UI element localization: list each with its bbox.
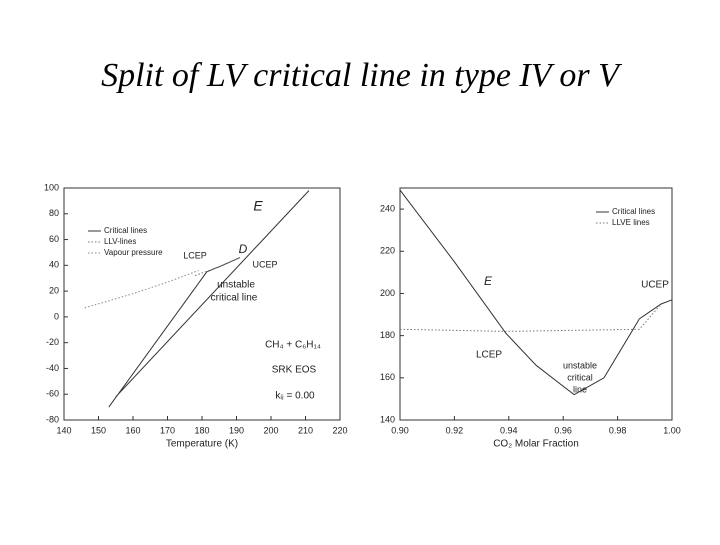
- y-tick-label: -80: [46, 414, 59, 424]
- x-axis-label: Temperature (K): [166, 439, 238, 450]
- y-tick-label: 180: [380, 330, 395, 340]
- annotation: line: [573, 384, 587, 394]
- annotation: LCEP: [183, 250, 207, 260]
- annotation: critical line: [211, 293, 258, 304]
- series-line: [399, 189, 673, 396]
- x-tick-label: 150: [91, 425, 106, 435]
- slide-title: Split of LV critical line in type IV or …: [101, 57, 623, 94]
- y-tick-label: 80: [49, 208, 59, 218]
- y-tick-label: 160: [380, 372, 395, 382]
- annotation: D: [239, 242, 248, 256]
- x-tick-label: 210: [298, 425, 313, 435]
- series-line: [194, 257, 241, 277]
- annotation: LCEP: [476, 350, 502, 361]
- annotation: E: [253, 198, 263, 214]
- y-tick-label: -60: [46, 389, 59, 399]
- x-tick-label: 1.00: [663, 425, 681, 435]
- y-tick-label: 60: [49, 234, 59, 244]
- annotation: unstable: [217, 280, 255, 291]
- annotation: CH₄ + C₆H₁₄: [265, 340, 321, 351]
- x-tick-label: 220: [332, 425, 347, 435]
- y-tick-label: 220: [380, 246, 395, 256]
- x-tick-label: 0.98: [609, 425, 627, 435]
- annotation: SRK EOS: [272, 365, 317, 376]
- annotation: critical: [567, 372, 593, 382]
- legend-label: Vapour pressure: [104, 248, 163, 257]
- y-tick-label: 40: [49, 260, 59, 270]
- x-tick-label: 140: [56, 425, 71, 435]
- plot-frame: [399, 187, 673, 421]
- x-tick-label: 170: [160, 425, 175, 435]
- plot-frame: [63, 187, 341, 421]
- annotation: kᵢⱼ = 0.00: [275, 391, 315, 402]
- y-tick-label: 240: [380, 203, 395, 213]
- series-line: [84, 270, 199, 309]
- x-tick-label: 0.90: [391, 425, 409, 435]
- x-axis-label: CO₂ Molar Fraction: [493, 439, 579, 450]
- y-tick-label: 200: [380, 288, 395, 298]
- x-tick-label: 200: [263, 425, 278, 435]
- x-tick-label: 0.92: [446, 425, 464, 435]
- y-tick-label: -20: [46, 337, 59, 347]
- annotation: UCEP: [252, 259, 277, 269]
- legend-label: Critical lines: [612, 207, 655, 216]
- legend-label: LLV-lines: [104, 237, 136, 246]
- annotation: UCEP: [641, 280, 669, 291]
- y-tick-label: 100: [44, 182, 59, 192]
- x-tick-label: 180: [194, 425, 209, 435]
- y-tick-label: -40: [46, 363, 59, 373]
- y-tick-label: 0: [54, 311, 59, 321]
- annotation: E: [484, 274, 493, 288]
- x-tick-label: 160: [125, 425, 140, 435]
- legend-label: Critical lines: [104, 226, 147, 235]
- x-tick-label: 0.96: [554, 425, 572, 435]
- x-tick-label: 190: [229, 425, 244, 435]
- series-line: [399, 303, 662, 332]
- annotation: unstable: [563, 360, 597, 370]
- y-tick-label: 140: [380, 414, 395, 424]
- legend-label: LLVE lines: [612, 218, 650, 227]
- y-tick-label: 20: [49, 285, 59, 295]
- x-tick-label: 0.94: [500, 425, 518, 435]
